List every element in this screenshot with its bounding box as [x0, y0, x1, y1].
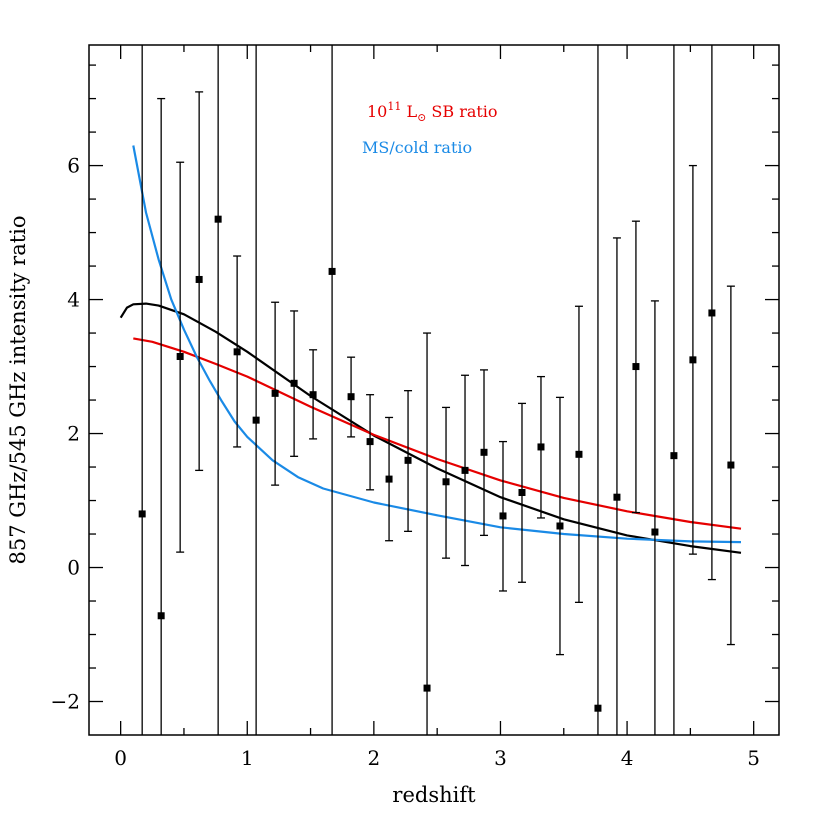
data-point — [689, 356, 697, 364]
legend-sb-tail: SB ratio — [426, 102, 497, 121]
data-point — [556, 522, 564, 530]
legend-sb-mid: L — [401, 102, 417, 121]
data-point — [480, 448, 488, 456]
y-tick-label: 0 — [67, 556, 80, 580]
data-point — [499, 512, 507, 520]
axis-ticks — [89, 45, 779, 735]
data-point — [442, 478, 450, 486]
model-curves — [119, 145, 742, 554]
data-point — [670, 452, 678, 460]
data-point — [252, 416, 260, 424]
data-point — [309, 391, 317, 399]
data-point — [518, 488, 526, 496]
data-point — [138, 510, 146, 518]
data-point — [385, 475, 393, 483]
legend-entry-sb-ratio: 1011 L⊙ SB ratio — [367, 100, 498, 124]
data-point — [708, 309, 716, 317]
data-point — [157, 612, 165, 620]
data-point — [233, 348, 241, 356]
data-point — [328, 267, 336, 275]
legend-sb-sub: ⊙ — [417, 111, 426, 124]
data-point — [594, 704, 602, 712]
x-tick-label: 4 — [621, 746, 634, 770]
data-point — [461, 466, 469, 474]
y-tick-label: 4 — [67, 288, 80, 312]
data-point — [176, 353, 184, 361]
tick-labels: 0 1 2 3 4 5 −2 0 2 4 6 — [51, 154, 761, 770]
x-axis-label: redshift — [392, 783, 476, 807]
data-point — [651, 528, 659, 536]
data-point — [537, 443, 545, 451]
series-line-0 — [119, 302, 742, 554]
data-point — [214, 215, 222, 223]
plot-frame — [88, 44, 780, 736]
data-points — [138, 215, 735, 712]
data-point — [423, 684, 431, 692]
data-point — [271, 389, 279, 397]
data-point — [347, 393, 355, 401]
x-tick-label: 5 — [747, 746, 760, 770]
data-point — [290, 379, 298, 387]
legend: 1011 L⊙ SB ratio MS/cold ratio — [362, 100, 498, 157]
data-point — [195, 275, 203, 283]
series-line-1 — [133, 337, 742, 530]
y-tick-label: −2 — [51, 690, 80, 714]
data-point — [727, 461, 735, 469]
legend-entry-ms-cold-ratio: MS/cold ratio — [362, 138, 472, 157]
x-tick-label: 3 — [494, 746, 507, 770]
y-tick-label: 2 — [67, 422, 80, 446]
data-point — [613, 493, 621, 501]
data-point — [575, 450, 583, 458]
legend-sb-exp: 11 — [387, 100, 401, 113]
data-point — [404, 456, 412, 464]
y-axis-label: 857 GHz/545 GHz intensity ratio — [6, 215, 30, 564]
x-tick-label: 0 — [114, 746, 127, 770]
x-tick-label: 2 — [367, 746, 380, 770]
x-tick-label: 1 — [241, 746, 254, 770]
y-tick-label: 6 — [67, 154, 80, 178]
data-point — [632, 363, 640, 371]
series-line-2 — [132, 145, 742, 544]
data-point — [366, 438, 374, 446]
legend-sb-base: 10 — [367, 102, 387, 121]
